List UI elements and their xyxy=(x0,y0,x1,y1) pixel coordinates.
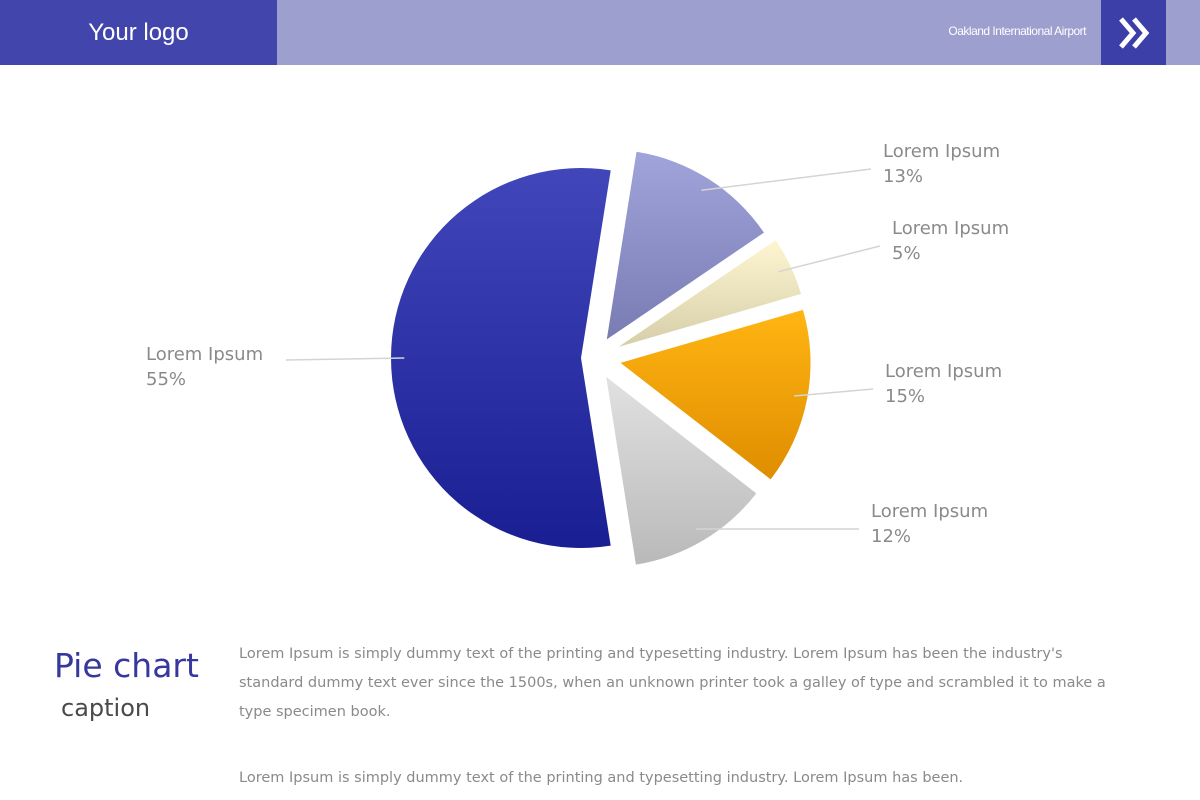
slice-label-2: Lorem Ipsum xyxy=(883,141,1000,162)
slice-label-3: Lorem Ipsum xyxy=(892,218,1009,239)
caption-title: Pie chart xyxy=(54,646,199,685)
slice-value-4: 15% xyxy=(885,386,925,407)
header-bar: Your logo Oakland International Airport xyxy=(0,0,1200,65)
caption-paragraph-1: Lorem Ipsum is simply dummy text of the … xyxy=(239,646,1106,720)
header-title: Oakland International Airport xyxy=(948,24,1086,38)
caption-subtitle: caption xyxy=(61,694,151,722)
next-button[interactable] xyxy=(1101,0,1166,65)
slice-label-4: Lorem Ipsum xyxy=(885,361,1002,382)
double-chevron-right-icon xyxy=(1118,16,1149,49)
logo[interactable]: Your logo xyxy=(0,0,277,65)
pie-slice-2 xyxy=(606,151,764,340)
pie-chart: Lorem Ipsum 55% Lorem Ipsum 13% Lorem Ipsum 5… xyxy=(146,141,1009,565)
slice-label-1: Lorem Ipsum xyxy=(146,344,263,365)
pie-slice-3 xyxy=(618,240,801,347)
slice-label-5: Lorem Ipsum xyxy=(871,501,988,522)
slice-value-3: 5% xyxy=(892,243,921,264)
slice-value-5: 12% xyxy=(871,526,911,547)
leader-line-1 xyxy=(285,357,405,361)
pie-slice-5 xyxy=(606,376,757,565)
caption-paragraph-2: Lorem Ipsum is simply dummy text of the … xyxy=(239,770,964,786)
logo-text: Your logo xyxy=(88,18,189,46)
slice-value-1: 55% xyxy=(146,369,186,390)
leader-line-2 xyxy=(701,168,872,191)
leader-line-4 xyxy=(794,388,874,397)
pie-slice-1 xyxy=(391,168,611,549)
slice-value-2: 13% xyxy=(883,166,923,187)
pie-slice-4 xyxy=(620,309,811,480)
leader-line-3 xyxy=(778,245,881,273)
